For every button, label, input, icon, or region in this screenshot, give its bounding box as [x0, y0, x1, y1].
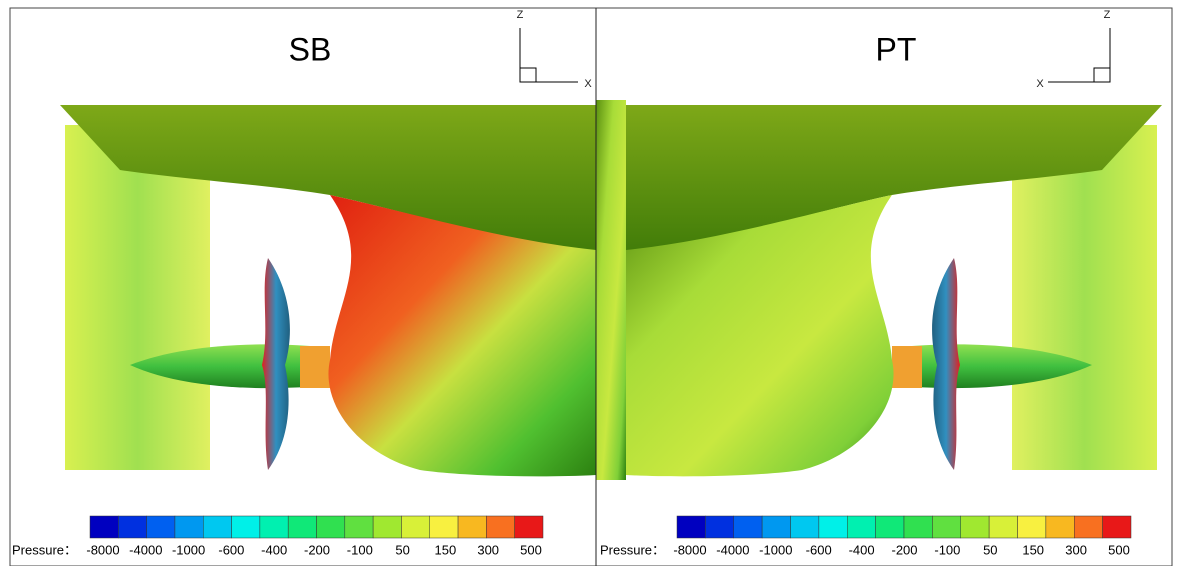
colorbar-tick-label: -200 [304, 542, 330, 557]
panel-title: SB [289, 31, 332, 67]
colorbar-segment [231, 515, 261, 539]
colorbar-label: Pressure： [600, 542, 665, 557]
colorbar-tick-label: 150 [1022, 542, 1044, 557]
colorbar-tick-label: 300 [1065, 542, 1087, 557]
colorbar-segment [118, 515, 147, 539]
colorbar-tick-label: 300 [477, 542, 499, 557]
colorbar-tick-label: -400 [261, 542, 287, 557]
colorbar-segment [514, 515, 544, 539]
colorbar-segment [676, 515, 706, 539]
colorbar-segment [705, 515, 734, 539]
colorbar-segment [89, 515, 119, 539]
colorbar-tick-label: -600 [218, 542, 244, 557]
colorbar-segment [287, 515, 317, 539]
colorbar-tick-label: -100 [347, 542, 373, 557]
colorbar-tick-label: -4000 [716, 542, 749, 557]
sb-render [60, 105, 596, 477]
axis-label: Z [1104, 9, 1111, 21]
colorbar-tick-label: 150 [435, 542, 457, 557]
colorbar-segment [457, 515, 487, 539]
colorbar-segment [988, 515, 1018, 539]
colorbar-segment [372, 515, 402, 539]
colorbar-segment [1102, 515, 1132, 539]
colorbar-segment [847, 515, 876, 539]
sb-triad [519, 28, 578, 83]
colorbar-segment [932, 515, 961, 539]
colorbar-segment [203, 515, 232, 539]
colorbar-tick-label: -1000 [759, 542, 792, 557]
colorbar-tick-label: -200 [891, 542, 917, 557]
colorbar-segment [761, 515, 791, 539]
colorbar-tick-label: -4000 [129, 542, 162, 557]
pt-render [596, 100, 1162, 480]
colorbar-segment [875, 515, 905, 539]
axis-label: X [1036, 78, 1044, 90]
colorbar-segment [146, 515, 176, 539]
colorbar-segment [316, 515, 346, 539]
colorbar-tick-label: -400 [849, 542, 875, 557]
colorbar-tick-label: 500 [1108, 542, 1130, 557]
colorbar-segment [903, 515, 933, 539]
pt-triad [1048, 28, 1111, 83]
colorbar-segment [401, 515, 430, 539]
colorbar-tick-label: -100 [934, 542, 960, 557]
colorbar-tick-label: 50 [395, 542, 409, 557]
colorbar-segment [790, 515, 820, 539]
colorbar-segment [344, 515, 374, 539]
frame [9, 7, 1173, 566]
colorbar-segment [174, 515, 204, 539]
axis-label: Z [517, 9, 524, 21]
colorbar-tick-label: 50 [983, 542, 997, 557]
colorbar-segment [429, 515, 459, 539]
colorbar-segment [259, 515, 289, 539]
colorbar-label: Pressure： [12, 542, 77, 557]
colorbar-tick-label: -8000 [86, 542, 119, 557]
axis-label: X [584, 78, 592, 90]
colorbar-segment [1045, 515, 1075, 539]
colorbar-segment [733, 515, 763, 539]
colorbar-tick-label: -1000 [172, 542, 205, 557]
colorbar-segment [818, 515, 848, 539]
colorbar-segment [960, 515, 990, 539]
colorbar-segment [1017, 515, 1047, 539]
panel-title: PT [876, 31, 917, 67]
colorbar-segment [486, 515, 515, 539]
colorbar-segment [1074, 515, 1103, 539]
colorbar-tick-label: -600 [806, 542, 832, 557]
colorbar-tick-label: -8000 [673, 542, 706, 557]
colorbar-tick-label: 500 [520, 542, 542, 557]
